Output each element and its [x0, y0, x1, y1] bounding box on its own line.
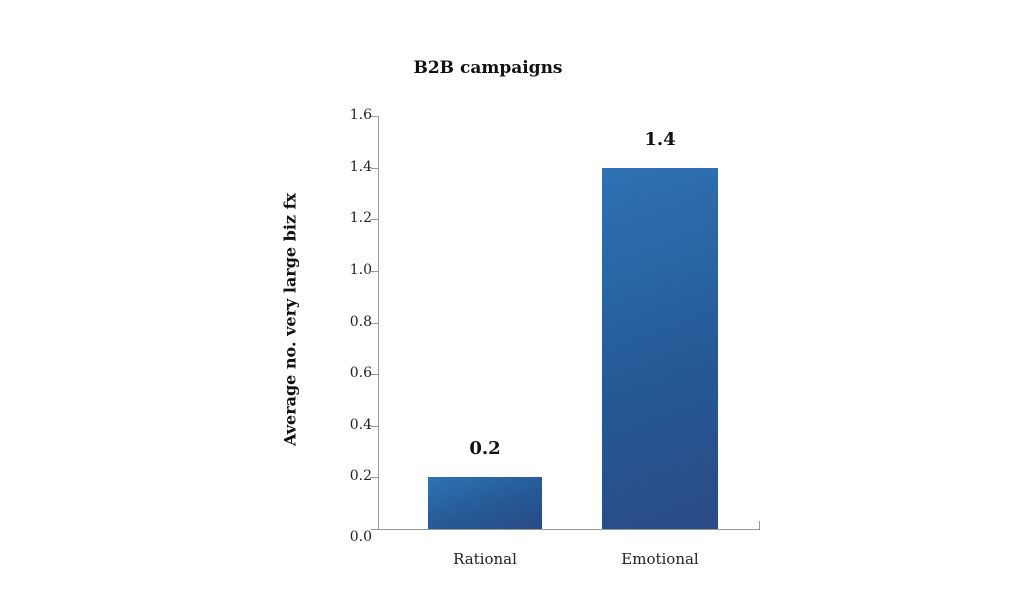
- y-tick: [371, 219, 378, 220]
- y-tick: [371, 271, 378, 272]
- y-tick: [371, 374, 378, 375]
- y-tick: [371, 426, 378, 427]
- y-tick: [371, 168, 378, 169]
- x-axis-end-tick: [759, 521, 760, 529]
- y-tick-label: 0.2: [349, 468, 372, 484]
- y-tick: [371, 477, 378, 478]
- x-tick-label-emotional: Emotional: [621, 550, 699, 568]
- y-axis-line: [378, 116, 379, 529]
- y-tick: [371, 529, 378, 530]
- chart-title: B2B campaigns: [413, 58, 563, 78]
- value-label-rational: 0.2: [469, 438, 501, 460]
- y-tick: [371, 323, 378, 324]
- value-label-emotional: 1.4: [644, 128, 676, 150]
- bar-rational: [428, 477, 542, 529]
- y-tick-label: 1.4: [349, 159, 372, 175]
- y-tick-label: 1.2: [349, 210, 372, 226]
- y-tick-label: 0.8: [349, 314, 372, 330]
- y-tick-label: 1.6: [349, 107, 372, 123]
- y-axis-label: Average no. very large biz fx: [280, 192, 300, 447]
- y-tick-label: 0.4: [349, 417, 372, 433]
- bar-emotional: [602, 167, 718, 529]
- y-tick-label: 0.0: [349, 529, 372, 545]
- x-axis-line: [378, 529, 760, 530]
- y-tick-label: 1.0: [349, 262, 372, 278]
- y-tick-label: 0.6: [349, 365, 372, 381]
- x-tick-label-rational: Rational: [453, 550, 517, 568]
- y-tick: [371, 116, 378, 117]
